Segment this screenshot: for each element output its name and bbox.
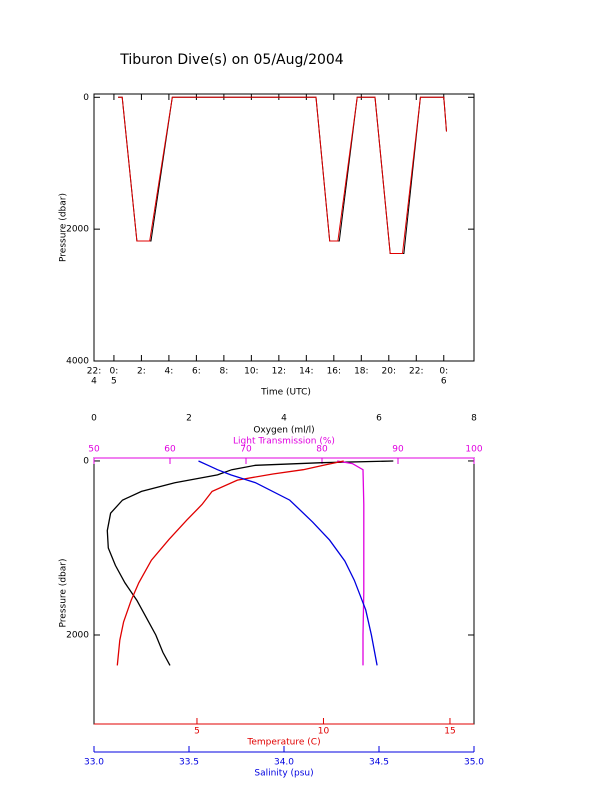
x-tick-label: 2 [186,414,192,424]
x-tick-label: 12: [272,367,286,377]
x-tick-label: 70 [240,445,252,455]
x-tick-label: 22: [87,367,101,377]
profile-line [198,460,378,666]
y-tick-label: 2000 [66,225,89,235]
y-tick-label: 0 [83,456,89,466]
x-tick-label: 33.0 [84,758,104,768]
x-tick-label: 5 [194,727,200,737]
x-tick-sublabel: 5 [111,377,117,387]
profile-line [116,460,344,666]
x-tick-label: 35.0 [464,758,484,768]
x-axis-title: Time (UTC) [260,388,311,398]
x-tick-label: 4 [281,414,287,424]
x-axis-title: Salinity (psu) [254,769,313,779]
x-tick-label: 16: [327,367,341,377]
x-axis-title: Oxygen (ml/l) [253,426,314,436]
y-tick-label: 4000 [66,357,89,367]
plot-frame [93,93,475,362]
x-tick-label: 33.5 [179,758,199,768]
x-tick-label: 22: [409,367,423,377]
x-tick-label: 50 [88,445,100,455]
x-tick-label: 2: [137,367,146,377]
x-tick-label: 6 [376,414,382,424]
profile-line [106,460,394,666]
x-tick-label: 34.5 [369,758,389,768]
x-tick-sublabel: 6 [441,377,447,387]
x-tick-label: 8 [471,414,477,424]
x-axis-title: Light Transmission (%) [233,437,335,447]
x-tick-label: 15 [444,727,455,737]
x-tick-label: 80 [316,445,328,455]
x-tick-label: 14: [299,367,313,377]
x-tick-label: 100 [465,445,482,455]
pressure-line [118,96,447,254]
x-tick-label: 20: [382,367,396,377]
x-axis-title: Temperature (C) [246,738,320,748]
x-tick-label: 10 [318,727,330,737]
x-tick-label: 4: [165,367,174,377]
x-tick-sublabel: 4 [91,377,97,387]
chart-title: Tiburon Dive(s) on 05/Aug/2004 [119,52,344,68]
x-tick-label: 0: [110,367,119,377]
pressure-line [118,96,447,254]
y-axis-title: Pressure (dbar) [59,559,69,628]
x-tick-label: 90 [392,445,404,455]
x-tick-label: 6: [192,367,201,377]
x-tick-label: 18: [354,367,368,377]
y-axis-title: Pressure (dbar) [59,193,69,262]
y-tick-label: 2000 [66,630,89,640]
x-tick-label: 10: [244,367,258,377]
x-tick-label: 0 [91,414,97,424]
profile-line [337,460,365,666]
x-tick-label: 60 [164,445,176,455]
x-tick-label: 34.0 [274,758,294,768]
x-tick-label: 0: [439,367,448,377]
y-tick-label: 0 [83,93,89,103]
x-tick-label: 8: [219,367,228,377]
